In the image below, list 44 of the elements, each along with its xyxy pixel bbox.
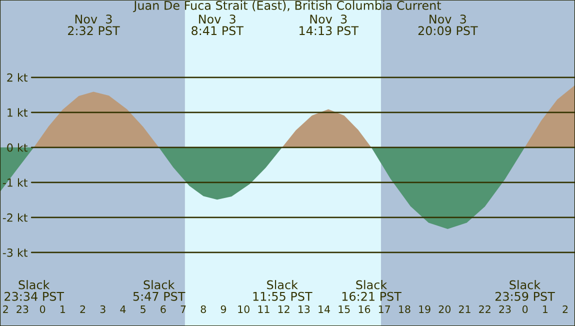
x-tick-label: 6 — [160, 305, 166, 314]
x-tick-label: 5 — [140, 305, 146, 314]
annotation: Slack 23:59 PST — [495, 280, 555, 301]
x-tick-label: 22 — [479, 305, 490, 313]
x-tick-label: 0 — [40, 305, 46, 314]
chart-title: Juan De Fuca Strait (East), British Columbia Current — [133, 0, 442, 12]
x-tick-label: 19 — [419, 305, 430, 314]
annotation: Slack 16:21 PST — [342, 280, 402, 301]
x-tick-label: 15 — [338, 305, 350, 314]
x-tick-label: 2 — [80, 305, 86, 313]
y-tick-label: 1 kt — [8, 108, 28, 117]
x-tick-label: 0 — [522, 305, 528, 314]
y-tick-label: -1 kt — [2, 178, 28, 187]
y-tick-label: 2 kt — [7, 73, 28, 82]
annotation: Slack 23:34 PST — [4, 280, 64, 301]
x-tick-label: 17 — [378, 305, 390, 313]
x-tick-label: 10 — [238, 305, 250, 314]
x-tick-label: 21 — [458, 305, 470, 313]
x-tick-label: 20 — [438, 305, 451, 314]
x-tick-label: 1 — [60, 305, 65, 313]
x-tick-label: 18 — [399, 305, 410, 314]
x-tick-label: 14 — [318, 305, 330, 313]
x-tick-label: 1 — [543, 305, 548, 313]
x-tick-label: 13 — [298, 305, 310, 314]
x-tick-label: 9 — [220, 305, 226, 314]
annotation: Slack 5:47 PST — [133, 280, 186, 301]
x-tick-label: 4 — [120, 305, 126, 313]
x-tick-label: 16 — [358, 305, 370, 314]
x-tick-label: 3 — [100, 305, 106, 314]
annotation: Nov 3 8:41 PST — [192, 14, 244, 36]
x-tick-label: 23 — [499, 305, 511, 314]
x-tick-label: 12 — [278, 305, 290, 313]
x-tick-label: 7 — [180, 305, 186, 313]
annotation: Nov 3 2:32 PST — [68, 14, 120, 36]
x-tick-label: 2 — [3, 305, 8, 313]
x-tick-label: 8 — [200, 305, 206, 314]
x-tick-label: 2 — [562, 305, 568, 313]
x-tick-label: 11 — [258, 305, 270, 313]
x-tick-label: 23 — [16, 305, 28, 314]
annotation: Slack 11:55 PST — [253, 280, 312, 301]
annotation: Nov 3 20:09 PST — [418, 14, 478, 36]
y-tick-label: -2 kt — [2, 213, 28, 222]
y-tick-label: -3 kt — [2, 248, 28, 257]
annotation: Nov 3 14:13 PST — [300, 14, 359, 36]
